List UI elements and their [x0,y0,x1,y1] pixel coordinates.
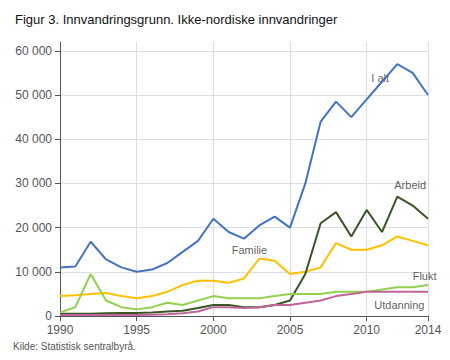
svg-text:I alt: I alt [371,72,389,85]
svg-text:Utdanning: Utdanning [374,299,424,311]
svg-text:40 000: 40 000 [15,132,52,146]
svg-text:2000: 2000 [200,323,227,337]
svg-text:Kilde: Statistisk sentralbyrå.: Kilde: Statistisk sentralbyrå. [13,341,136,352]
svg-text:60 000: 60 000 [15,44,52,58]
svg-text:10 000: 10 000 [15,265,52,279]
svg-text:20 000: 20 000 [15,221,52,235]
svg-text:0: 0 [45,309,52,323]
svg-text:Flukt: Flukt [413,270,437,282]
svg-text:2014: 2014 [415,323,442,337]
svg-text:50 000: 50 000 [15,88,52,102]
svg-text:Familie: Familie [232,244,267,256]
svg-text:30 000: 30 000 [15,176,52,190]
svg-text:1995: 1995 [123,323,150,337]
svg-text:Figur 3. Innvandringsgrunn. Ik: Figur 3. Innvandringsgrunn. Ikke-nordisk… [15,12,338,27]
svg-text:2010: 2010 [353,323,380,337]
svg-text:2005: 2005 [277,323,304,337]
svg-text:Arbeid: Arbeid [394,179,426,191]
svg-text:1990: 1990 [47,323,74,337]
